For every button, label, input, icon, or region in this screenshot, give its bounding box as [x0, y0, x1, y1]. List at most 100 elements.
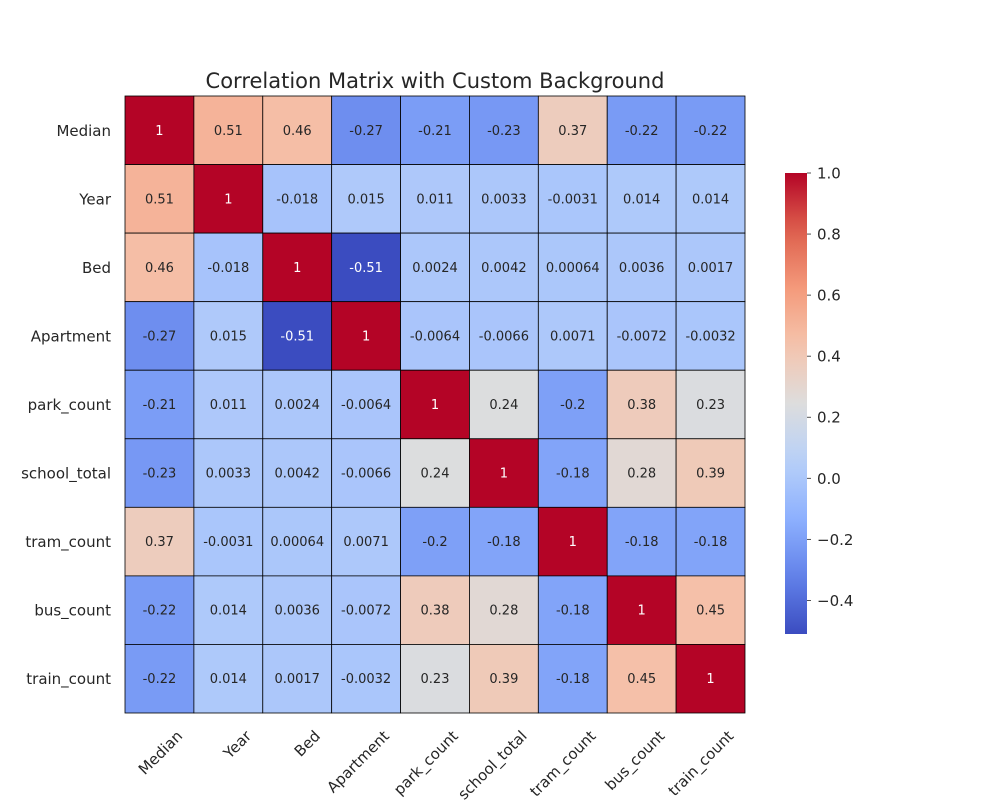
- heatmap-annotation-5-1: 0.0033: [206, 467, 252, 482]
- heatmap-cell-8-6: [537, 644, 608, 714]
- heatmap-cell-3-1: [193, 301, 264, 371]
- heatmap-annotation-8-2: 0.0017: [274, 672, 320, 687]
- heatmap-annotation-6-3: 0.0071: [343, 535, 389, 550]
- heatmap-cell-7-3: [331, 575, 401, 645]
- heatmap-annotation-4-7: 0.38: [627, 398, 656, 413]
- heatmap-cell-6-4: [400, 506, 470, 577]
- heatmap-annotation-6-8: -0.18: [694, 535, 728, 550]
- heatmap-annotation-4-6: -0.2: [560, 398, 585, 413]
- heatmap-annotation-8-8: 1: [706, 672, 714, 687]
- heatmap-annotation-3-4: -0.0064: [410, 329, 460, 344]
- heatmap-annotation-5-4: 0.24: [421, 467, 450, 482]
- heatmap-annotation-3-2: -0.51: [280, 329, 314, 344]
- heatmap-annotation-7-1: 0.014: [210, 604, 247, 619]
- colorbar-tick-label-0: −0.4: [817, 592, 853, 610]
- heatmap-annotation-0-4: -0.21: [418, 124, 452, 139]
- heatmap-annotation-1-5: 0.0033: [481, 192, 527, 207]
- heatmap-cell-1-5: [469, 164, 539, 234]
- colorbar-tick-label-1: −0.2: [817, 531, 853, 549]
- heatmap-annotation-0-7: -0.22: [625, 124, 659, 139]
- heatmap-cell-2-4: [400, 232, 470, 303]
- heatmap-cell-5-8: [675, 438, 746, 508]
- heatmap-annotation-2-4: 0.0024: [412, 261, 458, 276]
- heatmap-cell-7-0: [124, 575, 195, 645]
- heatmap-annotation-4-3: -0.0064: [341, 398, 391, 413]
- heatmap-annotation-7-4: 0.38: [421, 604, 450, 619]
- heatmap-annotation-5-3: -0.0066: [341, 467, 391, 482]
- heatmap-cell-5-1: [193, 438, 264, 508]
- heatmap-annotation-2-6: 0.00064: [546, 261, 600, 276]
- heatmap-annotation-0-1: 0.51: [214, 124, 243, 139]
- heatmap-cell-8-0: [124, 644, 195, 714]
- heatmap-cell-0-2: [262, 95, 333, 165]
- heatmap-cell-8-5: [469, 644, 539, 714]
- heatmap-cell-5-0: [124, 438, 195, 508]
- colorbar-gradient: [785, 173, 807, 634]
- heatmap-annotation-8-7: 0.45: [627, 672, 656, 687]
- heatmap-cell-7-8: [675, 575, 746, 645]
- colorbar-tick-label-4: 0.4: [817, 348, 841, 366]
- heatmap-annotation-3-5: -0.0066: [479, 329, 529, 344]
- heatmap-cell-6-7: [606, 506, 677, 577]
- y-tick-label-2: Bed: [82, 259, 111, 277]
- heatmap-cell-3-2: [262, 301, 333, 371]
- heatmap-cell-1-0: [124, 164, 195, 234]
- heatmap-annotation-1-3: 0.015: [348, 192, 385, 207]
- heatmap-cell-2-2: [262, 232, 333, 303]
- heatmap-cell-1-2: [262, 164, 333, 234]
- heatmap-annotation-7-8: 0.45: [696, 604, 725, 619]
- heatmap-cell-6-0: [124, 506, 195, 577]
- heatmap-cell-6-8: [675, 506, 746, 577]
- heatmap-annotation-5-5: 1: [500, 467, 508, 482]
- heatmap-annotation-7-0: -0.22: [143, 604, 177, 619]
- heatmap-cell-0-0: [124, 95, 195, 165]
- heatmap-annotation-4-2: 0.0024: [274, 398, 320, 413]
- heatmap-annotation-2-0: 0.46: [145, 261, 174, 276]
- heatmap-cell-4-1: [193, 369, 264, 440]
- heatmap-annotation-2-3: -0.51: [349, 261, 383, 276]
- heatmap-annotation-4-4: 1: [431, 398, 439, 413]
- heatmap-cell-8-3: [331, 644, 401, 714]
- heatmap-annotation-0-0: 1: [155, 124, 163, 139]
- heatmap-annotation-1-7: 0.014: [623, 192, 660, 207]
- heatmap-cell-2-7: [606, 232, 677, 303]
- heatmap-cell-1-6: [537, 164, 608, 234]
- heatmap-annotation-6-0: 0.37: [145, 535, 174, 550]
- heatmap-annotation-4-5: 0.24: [489, 398, 518, 413]
- heatmap-annotation-0-3: -0.27: [349, 124, 383, 139]
- heatmap-annotation-2-2: 1: [293, 261, 301, 276]
- heatmap-cell-3-3: [331, 301, 401, 371]
- y-tick-label-7: bus_count: [34, 602, 111, 621]
- heatmap-cell-4-2: [262, 369, 333, 440]
- heatmap-annotation-6-6: 1: [569, 535, 577, 550]
- heatmap-annotation-8-1: 0.014: [210, 672, 247, 687]
- heatmap-annotation-7-5: 0.28: [489, 604, 518, 619]
- heatmap-cell-3-7: [606, 301, 677, 371]
- heatmap-annotation-2-7: 0.0036: [619, 261, 665, 276]
- heatmap-cell-5-2: [262, 438, 333, 508]
- heatmap-annotation-3-8: -0.0032: [685, 329, 735, 344]
- heatmap-annotations: 1 0.51 0.46 -0.27 -0.21 -0.23 0.37 -0.22 -0.220.…: [143, 124, 736, 687]
- heatmap-annotation-5-8: 0.39: [696, 467, 725, 482]
- heatmap-cell-8-7: [606, 644, 677, 714]
- heatmap-cells: [124, 95, 746, 714]
- heatmap-annotation-6-7: -0.18: [625, 535, 659, 550]
- y-tick-labels: Median Year Bed Apartment park_count school_t…: [21, 122, 112, 689]
- heatmap-cell-0-3: [331, 95, 401, 165]
- heatmap-annotation-0-2: 0.46: [283, 124, 312, 139]
- heatmap-annotation-1-2: -0.018: [276, 192, 318, 207]
- heatmap-annotation-6-1: -0.0031: [203, 535, 253, 550]
- colorbar-tick-label-5: 0.6: [817, 287, 841, 305]
- heatmap-annotation-4-1: 0.011: [210, 398, 247, 413]
- heatmap-annotation-3-7: -0.0072: [617, 329, 667, 344]
- chart-title: Correlation Matrix with Custom Backgroun…: [206, 69, 665, 93]
- heatmap-annotation-1-4: 0.011: [416, 192, 453, 207]
- colorbar-tick-label-2: 0.0: [817, 470, 841, 488]
- heatmap-cell-4-8: [675, 369, 746, 440]
- heatmap-annotation-3-1: 0.015: [210, 329, 247, 344]
- heatmap-annotation-7-7: 1: [638, 604, 646, 619]
- heatmap-cell-4-4: [400, 369, 470, 440]
- heatmap-cell-7-5: [469, 575, 539, 645]
- colorbar-tick-label-3: 0.2: [817, 409, 841, 427]
- heatmap-annotation-4-0: -0.21: [143, 398, 177, 413]
